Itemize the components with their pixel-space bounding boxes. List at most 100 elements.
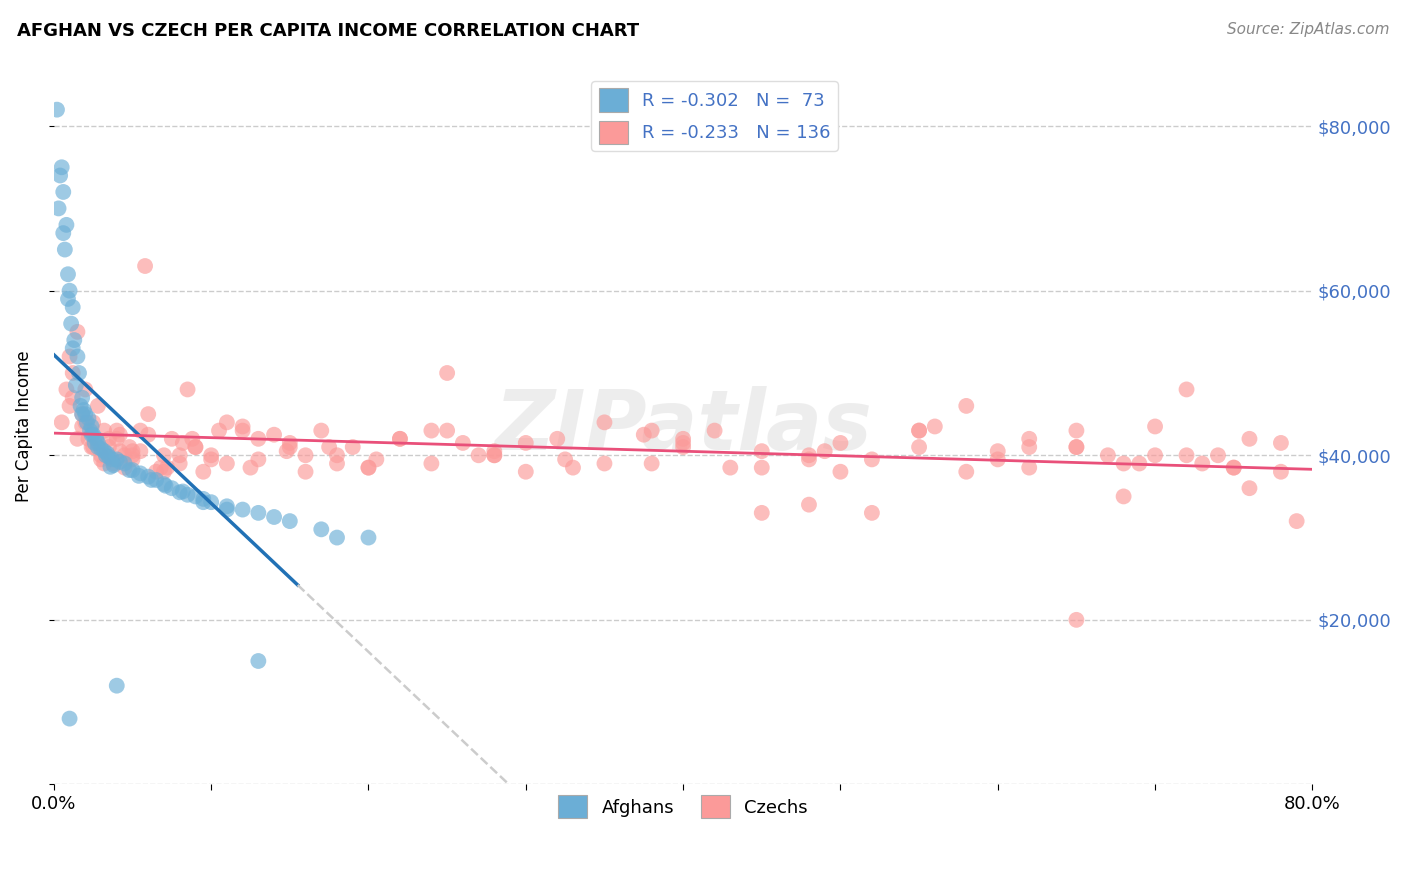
Point — [200, 452, 222, 467]
Point — [70, 391, 93, 405]
Point — [1018, 432, 1040, 446]
Point — [79, 424, 101, 438]
Point — [388, 432, 411, 446]
Point — [172, 484, 194, 499]
Point — [1175, 383, 1198, 397]
Point — [278, 440, 301, 454]
Point — [118, 463, 141, 477]
Point — [58, 350, 80, 364]
Point — [1222, 460, 1244, 475]
Point — [208, 424, 231, 438]
Point — [80, 440, 103, 454]
Point — [55, 383, 77, 397]
Point — [51, 415, 73, 429]
Point — [1066, 440, 1088, 454]
Point — [451, 436, 474, 450]
Point — [562, 460, 585, 475]
Point — [184, 440, 207, 454]
Point — [84, 432, 107, 446]
Point — [76, 415, 98, 429]
Point — [215, 502, 238, 516]
Point — [1112, 490, 1135, 504]
Point — [114, 460, 136, 475]
Point — [546, 432, 568, 446]
Point — [311, 424, 333, 438]
Point — [326, 531, 349, 545]
Point — [141, 473, 163, 487]
Point — [987, 452, 1010, 467]
Point — [136, 427, 159, 442]
Point — [101, 452, 124, 467]
Point — [215, 415, 238, 429]
Point — [145, 465, 167, 479]
Point — [484, 448, 506, 462]
Point — [640, 457, 662, 471]
Point — [93, 457, 115, 471]
Text: AFGHAN VS CZECH PER CAPITA INCOME CORRELATION CHART: AFGHAN VS CZECH PER CAPITA INCOME CORREL… — [17, 22, 638, 40]
Point — [1066, 440, 1088, 454]
Point — [342, 440, 364, 454]
Point — [908, 424, 931, 438]
Point — [134, 259, 156, 273]
Point — [311, 522, 333, 536]
Point — [987, 444, 1010, 458]
Point — [215, 500, 238, 514]
Point — [1270, 465, 1292, 479]
Point — [49, 169, 72, 183]
Point — [955, 399, 977, 413]
Point — [105, 432, 128, 446]
Point — [70, 407, 93, 421]
Point — [1270, 436, 1292, 450]
Point — [176, 488, 198, 502]
Point — [93, 444, 115, 458]
Point — [232, 502, 254, 516]
Point — [103, 457, 125, 471]
Point — [467, 448, 489, 462]
Point — [1144, 448, 1167, 462]
Point — [121, 452, 143, 467]
Point — [129, 467, 152, 481]
Y-axis label: Per Capita Income: Per Capita Income — [15, 351, 32, 502]
Point — [90, 442, 112, 456]
Point — [62, 366, 84, 380]
Point — [751, 460, 773, 475]
Point — [239, 460, 262, 475]
Point — [420, 424, 443, 438]
Point — [105, 452, 128, 467]
Point — [718, 460, 741, 475]
Point — [357, 531, 380, 545]
Point — [114, 457, 136, 471]
Point — [860, 452, 883, 467]
Point — [82, 427, 104, 442]
Point — [118, 440, 141, 454]
Point — [703, 424, 725, 438]
Point — [82, 440, 104, 454]
Point — [672, 432, 695, 446]
Point — [58, 712, 80, 726]
Point — [797, 498, 820, 512]
Point — [108, 455, 131, 469]
Point — [75, 415, 97, 429]
Point — [128, 468, 150, 483]
Point — [751, 444, 773, 458]
Point — [184, 440, 207, 454]
Point — [97, 432, 120, 446]
Point — [87, 399, 110, 413]
Point — [1112, 457, 1135, 471]
Point — [924, 419, 946, 434]
Point — [155, 479, 177, 493]
Point — [633, 427, 655, 442]
Point — [436, 424, 458, 438]
Point — [103, 458, 125, 472]
Point — [62, 391, 84, 405]
Point — [55, 218, 77, 232]
Point — [80, 419, 103, 434]
Point — [169, 448, 191, 462]
Point — [75, 407, 97, 421]
Point — [1206, 448, 1229, 462]
Point — [232, 419, 254, 434]
Point — [593, 457, 616, 471]
Point — [1175, 448, 1198, 462]
Point — [1066, 424, 1088, 438]
Point — [96, 447, 118, 461]
